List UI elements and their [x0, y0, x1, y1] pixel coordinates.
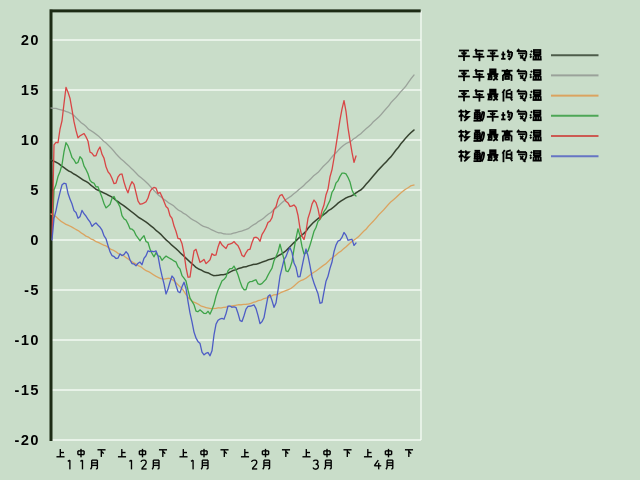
svg-text:-20: -20	[15, 433, 40, 449]
svg-text:-15: -15	[15, 383, 40, 399]
svg-text:-10: -10	[15, 333, 40, 349]
svg-text:-5: -5	[24, 283, 40, 299]
svg-text:10: 10	[21, 133, 40, 149]
svg-text:5: 5	[30, 183, 40, 199]
svg-text:20: 20	[21, 33, 40, 49]
svg-text:0: 0	[30, 233, 40, 249]
svg-text:15: 15	[21, 83, 40, 99]
